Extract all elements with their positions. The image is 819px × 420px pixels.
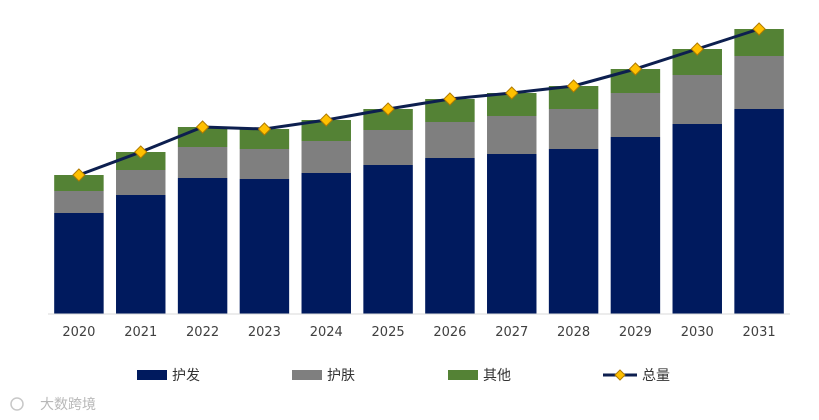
- x-tick-2020: 2020: [62, 325, 95, 340]
- bar-2026-series-0: [425, 158, 475, 314]
- bar-2021-series-0: [116, 195, 166, 314]
- x-tick-2021: 2021: [124, 325, 157, 340]
- bar-2024-series-1: [301, 141, 351, 173]
- bar-2027-series-1: [487, 116, 537, 154]
- bar-2022-series-1: [177, 147, 228, 178]
- legend-label-2: 其他: [483, 368, 511, 384]
- bar-2027-series-0: [487, 154, 537, 314]
- x-tick-2029: 2029: [619, 325, 652, 340]
- x-tick-2031: 2031: [743, 325, 776, 340]
- bar-2020-series-1: [54, 191, 104, 213]
- bar-2026-series-1: [425, 122, 475, 158]
- bar-2028-series-0: [548, 149, 599, 314]
- total-point-2023: [257, 122, 272, 136]
- bar-2031-series-1: [734, 56, 784, 109]
- legend-label-0: 护发: [172, 368, 200, 384]
- total-line-layer: [72, 22, 766, 182]
- x-tick-2030: 2030: [681, 325, 714, 340]
- bar-2025-series-0: [363, 165, 413, 314]
- bar-2020-series-0: [54, 213, 104, 314]
- watermark-text: 大数跨境: [40, 397, 96, 413]
- bar-2029-series-1: [610, 93, 661, 137]
- legend-swatch-2: [448, 370, 478, 380]
- total-line: [78, 27, 760, 177]
- bar-2024-series-2: [301, 120, 351, 141]
- bar-2025-series-1: [363, 130, 413, 165]
- bar-2030-series-0: [672, 124, 722, 314]
- total-point-2029: [628, 62, 643, 76]
- x-tick-labels: 2020 2021 2022 2023 2024 2025 2026 2027 2028 2029…: [62, 325, 775, 340]
- x-tick-2023: 2023: [248, 325, 281, 340]
- legend-label-1: 护肤: [327, 368, 355, 384]
- watermark-logo-icon: [10, 397, 24, 411]
- total-point-2022: [195, 120, 210, 134]
- total-point-2025: [381, 102, 395, 116]
- bar-2031-series-0: [734, 109, 784, 314]
- legend-label-total: 总量: [642, 368, 670, 384]
- bars-layer: [54, 29, 784, 314]
- legend: 护发 护肤 其他 总量: [137, 368, 670, 384]
- bar-2028-series-2: [548, 86, 599, 109]
- x-tick-2026: 2026: [433, 325, 466, 340]
- bar-2028-series-1: [548, 109, 599, 149]
- bar-2030-series-1: [672, 75, 722, 124]
- legend-swatch-0: [137, 370, 167, 380]
- total-point-2020: [72, 168, 86, 182]
- bar-2022-series-0: [177, 178, 228, 314]
- x-tick-2028: 2028: [557, 325, 590, 340]
- x-tick-2024: 2024: [310, 325, 343, 340]
- legend-swatch-1: [292, 370, 322, 380]
- bar-2023-series-0: [239, 179, 290, 314]
- total-point-2027: [505, 86, 519, 100]
- x-tick-2022: 2022: [186, 325, 219, 340]
- bar-2027-series-2: [487, 93, 537, 116]
- bar-2024-series-0: [301, 173, 351, 314]
- total-point-2024: [319, 113, 333, 127]
- bar-2025-series-2: [363, 109, 413, 130]
- bar-2023-series-1: [239, 149, 290, 179]
- x-tick-2027: 2027: [495, 325, 528, 340]
- legend-swatch-total-marker: [614, 369, 626, 381]
- x-tick-2025: 2025: [372, 325, 405, 340]
- bar-2021-series-1: [116, 170, 166, 195]
- bar-2029-series-0: [610, 137, 661, 314]
- bar-2020-series-2: [54, 175, 104, 191]
- total-point-2031: [752, 22, 766, 36]
- total-point-2028: [566, 79, 581, 93]
- bar-2023-series-2: [239, 129, 290, 149]
- watermark: 大数跨境: [10, 397, 96, 413]
- bar-2026-series-2: [425, 99, 475, 122]
- total-point-2030: [690, 42, 704, 56]
- total-point-2026: [443, 92, 457, 106]
- total-point-2021: [134, 145, 148, 159]
